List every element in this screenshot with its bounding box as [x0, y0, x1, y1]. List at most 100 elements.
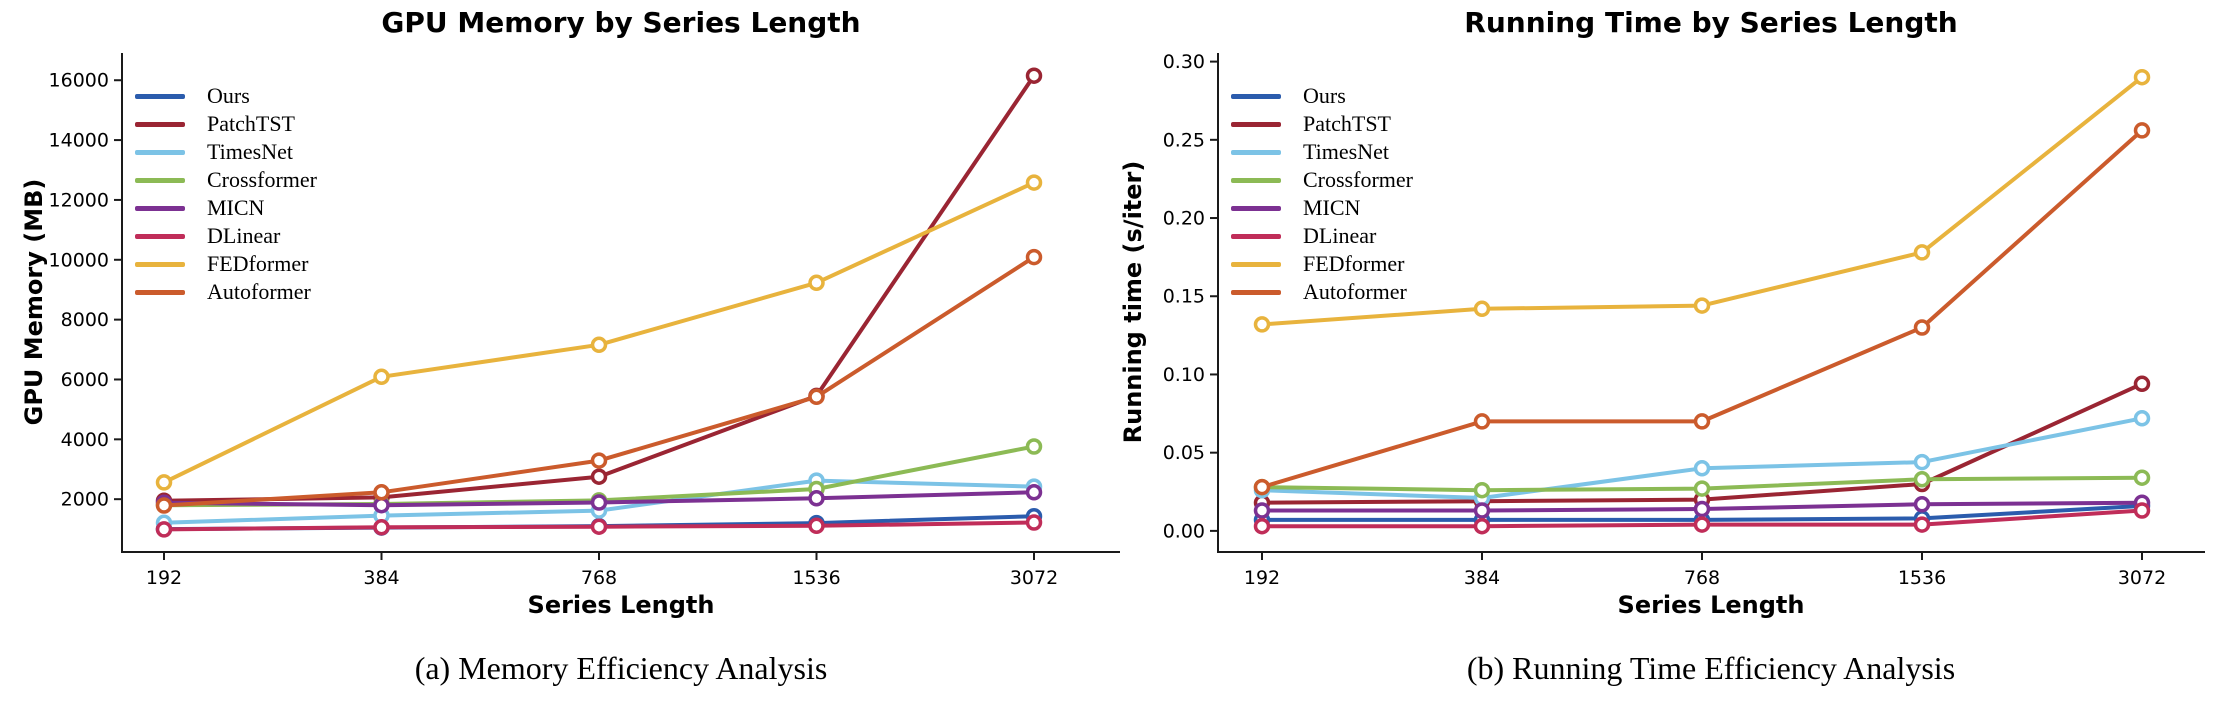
memory-marker-fedformer [590, 336, 608, 354]
legend-label: Autoformer [1303, 279, 1407, 304]
legend-label: DLinear [1303, 223, 1377, 248]
legend-item-dlinear: DLinear [1231, 222, 1413, 250]
legend-label: PatchTST [1303, 111, 1391, 136]
legend-item-timesnet: TimesNet [1231, 138, 1413, 166]
legend-item-fedformer: FEDformer [1231, 250, 1413, 278]
time-marker-dlinear [1693, 516, 1711, 533]
time-caption: (b) Running Time Efficiency Analysis [1466, 650, 1956, 686]
time-x-tick-label: 1536 [1898, 567, 1946, 589]
legend-label: MICN [1303, 195, 1361, 220]
time-marker-crossformer [1913, 471, 1931, 488]
legend-line-swatch [135, 261, 185, 267]
time-y-tick-label: 0.05 [1163, 442, 1205, 464]
legend-label: FEDformer [1303, 251, 1405, 276]
legend-line-swatch [1231, 205, 1281, 211]
time-marker-fedformer [1913, 244, 1931, 261]
time-marker-autoformer [1253, 478, 1271, 496]
memory-marker-dlinear [808, 517, 825, 535]
memory-legend: Ours PatchTST TimesNet Crossformer MICN DLine… [135, 82, 317, 306]
time-x-tick-label: 192 [1244, 567, 1280, 589]
time-marker-autoformer [1473, 413, 1491, 430]
legend-line-swatch [1231, 177, 1281, 183]
legend-item-ours: Ours [1231, 82, 1413, 110]
time-marker-fedformer [2133, 68, 2151, 86]
memory-x-axis-label: Series Length [527, 591, 715, 619]
memory-marker-autoformer [155, 497, 173, 514]
legend-line-swatch [135, 233, 185, 239]
memory-marker-micn [808, 490, 825, 507]
time-y-tick-label: 0.30 [1163, 51, 1205, 73]
legend-line-swatch [1231, 149, 1281, 155]
time-marker-timesnet [2133, 410, 2151, 427]
time-x-tick-label: 384 [1464, 567, 1500, 589]
memory-marker-autoformer [1025, 248, 1043, 266]
memory-y-tick-label: 10000 [49, 249, 109, 271]
time-y-tick-label: 0.20 [1163, 208, 1205, 230]
legend-label: Crossformer [207, 167, 317, 192]
memory-y-tick-label: 4000 [61, 429, 109, 451]
legend-line-swatch [1231, 121, 1281, 127]
memory-x-tick-label: 192 [146, 567, 182, 589]
memory-y-tick-label: 2000 [61, 489, 109, 511]
legend-line-swatch [1231, 261, 1281, 267]
memory-marker-autoformer [590, 452, 608, 469]
memory-marker-dlinear [590, 518, 608, 535]
legend-item-fedformer: FEDformer [135, 250, 317, 278]
legend-item-autoformer: Autoformer [135, 278, 317, 306]
legend-item-patchtst: PatchTST [135, 110, 317, 138]
time-y-tick-label: 0.25 [1163, 129, 1205, 151]
memory-x-tick-label: 3072 [1010, 567, 1058, 589]
legend-label: PatchTST [207, 111, 295, 136]
time-y-axis-label: Running time (s/iter) [1119, 160, 1147, 444]
legend-label: TimesNet [207, 139, 293, 164]
memory-axes-spines [121, 53, 1120, 553]
time-marker-dlinear [1253, 517, 1271, 535]
memory-marker-autoformer [808, 388, 825, 406]
time-marker-micn [1473, 502, 1491, 519]
time-marker-dlinear [2133, 502, 2151, 519]
legend-item-micn: MICN [135, 194, 317, 222]
time-x-tick-label: 3072 [2118, 567, 2166, 589]
legend-line-swatch [135, 149, 185, 155]
time-marker-autoformer [2133, 122, 2151, 139]
legend-label: Ours [207, 83, 250, 108]
legend-line-swatch [1231, 233, 1281, 239]
memory-x-tick-label: 1536 [792, 567, 840, 589]
time-chart-title: Running Time by Series Length [1464, 6, 1958, 39]
legend-line-swatch [135, 289, 185, 295]
time-marker-micn [1253, 502, 1271, 519]
time-marker-crossformer [1693, 480, 1711, 497]
legend-label: TimesNet [1303, 139, 1389, 164]
memory-marker-micn [1025, 484, 1043, 501]
memory-marker-patchtst [1025, 67, 1043, 84]
memory-marker-fedformer [808, 274, 825, 292]
legend-item-dlinear: DLinear [135, 222, 317, 250]
time-x-axis-label: Series Length [1617, 591, 1805, 619]
memory-x-tick-label: 384 [363, 567, 399, 589]
legend-item-crossformer: Crossformer [135, 166, 317, 194]
memory-y-axis-label: GPU Memory (MB) [20, 178, 48, 426]
legend-label: Autoformer [207, 279, 311, 304]
legend-item-timesnet: TimesNet [135, 138, 317, 166]
memory-marker-fedformer [155, 474, 173, 491]
time-legend: Ours PatchTST TimesNet Crossformer MICN DLine… [1231, 82, 1413, 306]
time-marker-autoformer [1693, 413, 1711, 430]
time-marker-fedformer [1473, 300, 1491, 318]
legend-item-autoformer: Autoformer [1231, 278, 1413, 306]
memory-y-tick-label: 14000 [49, 130, 109, 152]
legend-label: Ours [1303, 83, 1346, 108]
memory-y-tick-label: 8000 [61, 309, 109, 331]
memory-marker-crossformer [1025, 438, 1043, 455]
legend-label: MICN [207, 195, 265, 220]
time-marker-micn [1693, 500, 1711, 518]
memory-y-tick-label: 6000 [61, 369, 109, 391]
memory-chart-title: GPU Memory by Series Length [381, 6, 861, 39]
legend-label: Crossformer [1303, 167, 1413, 192]
legend-line-swatch [1231, 289, 1281, 295]
memory-marker-dlinear [373, 519, 390, 536]
time-marker-autoformer [1913, 319, 1931, 336]
time-marker-dlinear [1913, 516, 1931, 533]
time-y-tick-label: 0.15 [1163, 286, 1205, 308]
